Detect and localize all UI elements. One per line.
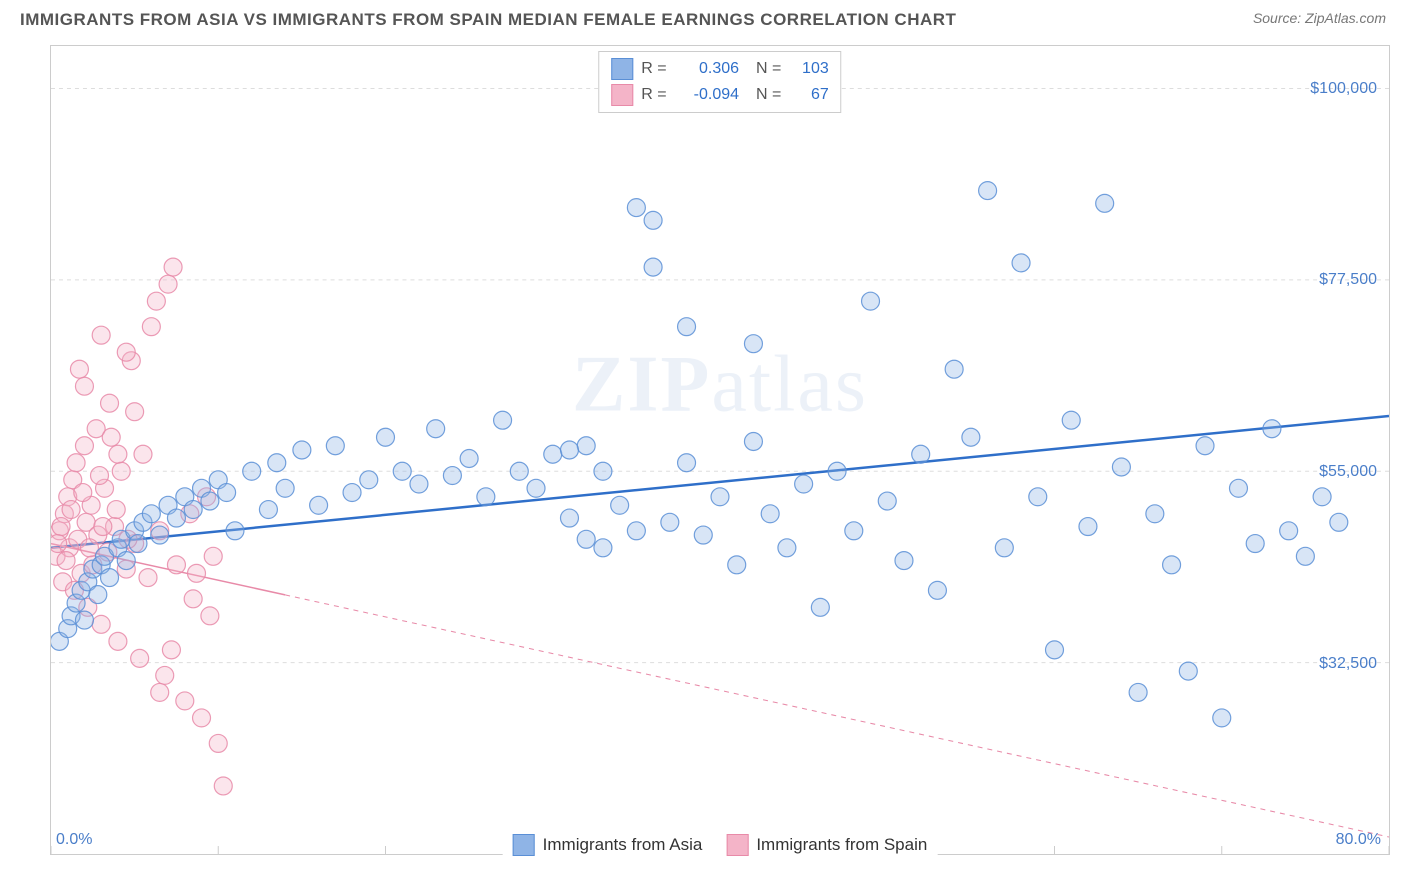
chart-plot-area: ZIPatlas R = 0.306 N = 103 R = -0.094 N … <box>50 45 1390 855</box>
stat-n-spain: 67 <box>794 86 829 104</box>
y-tick-label: $55,000 <box>1319 463 1377 481</box>
stats-legend: R = 0.306 N = 103 R = -0.094 N = 67 <box>598 51 841 113</box>
swatch-spain <box>611 84 633 106</box>
chart-title: IMMIGRANTS FROM ASIA VS IMMIGRANTS FROM … <box>20 10 956 30</box>
swatch-asia-icon <box>513 834 535 856</box>
legend-item-spain: Immigrants from Spain <box>726 834 927 856</box>
y-tick-label: $77,500 <box>1319 271 1377 289</box>
x-tick-max: 80.0% <box>1336 831 1381 849</box>
legend-label-spain: Immigrants from Spain <box>756 835 927 855</box>
stat-n-label: N = <box>747 60 786 78</box>
y-tick-label: $32,500 <box>1319 655 1377 673</box>
x-tick-min: 0.0% <box>56 831 92 849</box>
stat-r-label: R = <box>641 60 671 78</box>
swatch-asia <box>611 58 633 80</box>
source-attribution: Source: ZipAtlas.com <box>1253 10 1386 26</box>
series-legend: Immigrants from Asia Immigrants from Spa… <box>503 834 938 856</box>
scatter-svg <box>51 46 1389 854</box>
y-tick-label: $100,000 <box>1310 80 1377 98</box>
stat-n-asia: 103 <box>794 60 829 78</box>
swatch-spain-icon <box>726 834 748 856</box>
stat-r-label: R = <box>641 86 671 104</box>
stat-r-spain: -0.094 <box>679 86 739 104</box>
stat-r-asia: 0.306 <box>679 60 739 78</box>
stats-row-asia: R = 0.306 N = 103 <box>611 56 828 82</box>
stat-n-label: N = <box>747 86 786 104</box>
stats-row-spain: R = -0.094 N = 67 <box>611 82 828 108</box>
legend-label-asia: Immigrants from Asia <box>543 835 703 855</box>
legend-item-asia: Immigrants from Asia <box>513 834 703 856</box>
